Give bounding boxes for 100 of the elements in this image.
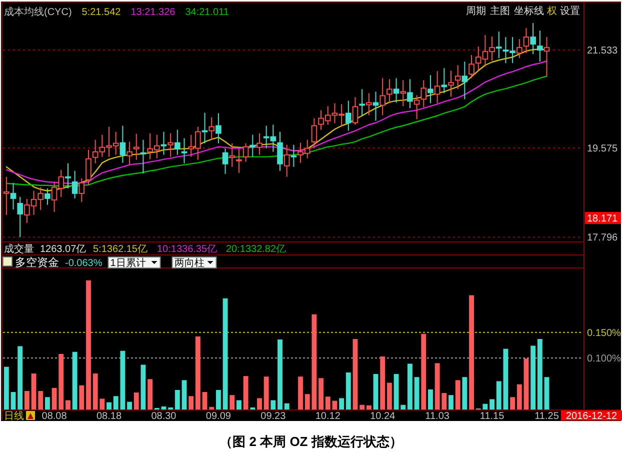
bar xyxy=(496,381,502,410)
chart-subtitle: -0.063% xyxy=(65,258,102,269)
candlestick xyxy=(372,91,379,122)
bar xyxy=(106,402,112,410)
y-tick-label: 0.100% xyxy=(587,354,622,365)
bar xyxy=(188,396,194,410)
bar xyxy=(270,400,276,410)
bar xyxy=(284,403,290,410)
candlestick xyxy=(380,78,386,116)
bar xyxy=(516,384,522,410)
candlestick xyxy=(530,22,536,55)
candlestick xyxy=(181,138,188,164)
x-tick-label: 09.09 xyxy=(206,411,232,422)
candlestick xyxy=(208,116,215,140)
bar xyxy=(380,356,386,410)
bar xyxy=(24,390,30,410)
bar xyxy=(202,392,208,410)
candlestick xyxy=(86,149,92,186)
candlestick xyxy=(10,182,16,210)
candlestick xyxy=(441,68,448,94)
candlestick xyxy=(202,112,208,144)
chart-title: 多空资金 xyxy=(15,256,59,269)
bar xyxy=(243,376,248,410)
bar xyxy=(140,364,146,410)
candlestick xyxy=(160,131,167,156)
bar xyxy=(38,390,44,410)
candlestick xyxy=(516,38,522,59)
text: 5:1362.15亿 xyxy=(93,244,148,255)
x-tick-label: 10.24 xyxy=(370,411,396,422)
bar xyxy=(86,280,91,410)
candlestick xyxy=(420,80,427,108)
candlestick xyxy=(366,92,372,116)
bar xyxy=(18,346,23,410)
bar xyxy=(462,377,468,410)
bar xyxy=(360,404,365,410)
x-tick-label: 08.08 xyxy=(42,411,68,422)
candlestick xyxy=(140,139,146,174)
bar xyxy=(339,398,344,410)
candlestick xyxy=(290,144,297,168)
bar xyxy=(544,377,550,410)
candlestick xyxy=(311,118,318,148)
x-axis-title: 日线 xyxy=(4,410,24,422)
y-tick-label: 0.150% xyxy=(587,328,622,339)
bar xyxy=(530,346,536,410)
bar xyxy=(174,390,180,410)
y-tick-label: 17.796 xyxy=(587,232,618,244)
bar xyxy=(394,374,399,410)
chart-title: 成本均线(CYC) xyxy=(4,6,72,18)
x-tick-label: 09.23 xyxy=(260,411,286,422)
candlestick xyxy=(120,125,126,164)
bar xyxy=(482,404,488,410)
candlestick xyxy=(400,80,406,107)
candlestick xyxy=(236,148,242,174)
bar xyxy=(366,405,372,410)
candlestick xyxy=(359,88,365,117)
text: 1263.07亿 xyxy=(40,244,86,255)
annotation: 1日累计 xyxy=(110,257,146,269)
bar xyxy=(278,340,282,410)
candlestick xyxy=(17,196,23,238)
candlestick xyxy=(346,100,352,132)
bar xyxy=(230,395,235,410)
bar xyxy=(524,358,529,410)
candlestick xyxy=(434,70,440,104)
text: （图 2 本周 OZ 指数运行状态） xyxy=(220,434,402,449)
bar xyxy=(79,385,84,410)
bar xyxy=(298,376,303,410)
bar xyxy=(236,400,242,410)
bar xyxy=(325,396,330,410)
bar xyxy=(346,372,351,410)
bar xyxy=(148,379,153,410)
bar xyxy=(222,298,228,410)
candlestick xyxy=(250,134,256,158)
bar xyxy=(490,399,494,410)
candlestick xyxy=(126,141,132,166)
text: 34:21.011 xyxy=(185,7,230,18)
bar xyxy=(407,364,412,410)
bar xyxy=(209,406,214,410)
bar xyxy=(31,373,36,410)
candlestick xyxy=(523,28,530,54)
candlestick xyxy=(448,70,454,98)
x-tick-label: 11.15 xyxy=(480,411,505,422)
y-tick-label: 21.533 xyxy=(587,45,618,56)
candlestick xyxy=(537,30,543,62)
bar xyxy=(373,374,378,410)
candlestick xyxy=(229,142,236,168)
bar xyxy=(428,389,433,410)
bar xyxy=(257,398,262,410)
candlestick xyxy=(256,132,262,156)
bar xyxy=(400,404,406,410)
candlestick xyxy=(168,132,174,158)
annotation: 主图 xyxy=(490,5,510,17)
text: 18.171 xyxy=(587,214,618,224)
x-tick-label: 08.30 xyxy=(151,411,177,422)
bar xyxy=(386,382,392,410)
bar xyxy=(66,400,70,410)
x-tick-label: 10.12 xyxy=(315,411,341,422)
candlestick xyxy=(216,112,222,144)
annotation: 周期 xyxy=(466,5,486,17)
candlestick xyxy=(454,64,461,90)
text: 20:1332.82亿 xyxy=(226,244,286,255)
